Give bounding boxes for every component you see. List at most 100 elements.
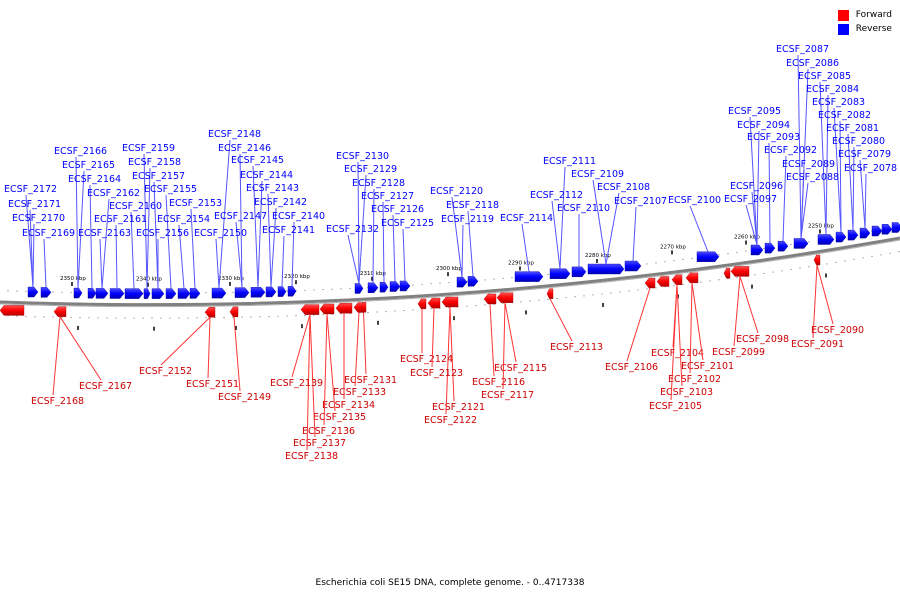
reverse-gene-label[interactable]: ECSF_2142 [254, 197, 307, 208]
reverse-gene-label[interactable]: ECSF_2100 [668, 195, 721, 206]
reverse-gene-label[interactable]: ECSF_2163 [78, 228, 131, 239]
reverse-gene-arrow[interactable] [696, 251, 720, 262]
reverse-gene-label[interactable]: ECSF_2154 [157, 214, 210, 225]
forward-gene-label[interactable]: ECSF_2115 [494, 363, 547, 374]
reverse-gene-label[interactable]: ECSF_2083 [812, 97, 865, 108]
forward-gene-label[interactable]: ECSF_2106 [605, 362, 658, 373]
reverse-gene-arrow[interactable] [881, 224, 893, 235]
reverse-gene-arrow[interactable] [165, 288, 177, 299]
reverse-gene-arrow[interactable] [367, 282, 379, 293]
forward-gene-label[interactable]: ECSF_2137 [293, 438, 346, 449]
reverse-gene-label[interactable]: ECSF_2160 [109, 201, 162, 212]
reverse-gene-label[interactable]: ECSF_2109 [571, 169, 624, 180]
reverse-gene-label[interactable]: ECSF_2082 [818, 110, 871, 121]
reverse-gene-arrow[interactable] [514, 271, 544, 282]
reverse-gene-label[interactable]: ECSF_2112 [530, 190, 583, 201]
forward-gene-label[interactable]: ECSF_2105 [649, 401, 702, 412]
reverse-gene-arrow[interactable] [189, 288, 201, 299]
reverse-gene-arrow[interactable] [571, 266, 587, 278]
forward-gene-arrow[interactable] [335, 303, 353, 314]
forward-gene-arrow[interactable] [723, 268, 731, 279]
reverse-gene-label[interactable]: ECSF_2169 [22, 228, 75, 239]
forward-gene-label[interactable]: ECSF_2098 [736, 334, 789, 345]
reverse-gene-arrow[interactable] [817, 234, 835, 245]
forward-gene-label[interactable]: ECSF_2168 [31, 396, 84, 407]
forward-gene-label[interactable]: ECSF_2103 [660, 387, 713, 398]
reverse-gene-label[interactable]: ECSF_2084 [806, 84, 859, 95]
reverse-gene-arrow[interactable] [265, 286, 277, 298]
reverse-gene-label[interactable]: ECSF_2148 [208, 129, 261, 140]
reverse-gene-arrow[interactable] [456, 276, 468, 288]
reverse-gene-arrow[interactable] [124, 288, 144, 299]
reverse-gene-label[interactable]: ECSF_2127 [361, 191, 414, 202]
reverse-gene-label[interactable]: ECSF_2162 [87, 188, 140, 199]
reverse-gene-label[interactable]: ECSF_2125 [381, 218, 434, 229]
forward-gene-label[interactable]: ECSF_2116 [472, 377, 525, 388]
reverse-gene-label[interactable]: ECSF_2097 [724, 194, 777, 205]
reverse-gene-arrow[interactable] [389, 281, 401, 292]
reverse-gene-label[interactable]: ECSF_2087 [776, 44, 829, 55]
reverse-gene-label[interactable]: ECSF_2158 [128, 157, 181, 168]
forward-gene-label[interactable]: ECSF_2101 [681, 361, 734, 372]
reverse-gene-label[interactable]: ECSF_2078 [844, 163, 897, 174]
forward-gene-arrow[interactable] [427, 297, 441, 309]
reverse-gene-label[interactable]: ECSF_2119 [441, 214, 494, 225]
reverse-gene-label[interactable]: ECSF_2085 [798, 71, 851, 82]
forward-gene-label[interactable]: ECSF_2099 [712, 347, 765, 358]
reverse-gene-label[interactable]: ECSF_2166 [54, 146, 107, 157]
forward-gene-label[interactable]: ECSF_2124 [400, 354, 453, 365]
reverse-gene-label[interactable]: ECSF_2079 [838, 149, 891, 160]
forward-gene-arrow[interactable] [0, 305, 25, 316]
forward-gene-label[interactable]: ECSF_2135 [313, 412, 366, 423]
forward-gene-label[interactable]: ECSF_2139 [270, 378, 323, 389]
forward-gene-arrow[interactable] [656, 276, 670, 287]
forward-gene-label[interactable]: ECSF_2133 [333, 387, 386, 398]
reverse-gene-arrow[interactable] [73, 287, 83, 299]
forward-gene-arrow[interactable] [204, 307, 216, 318]
forward-gene-label[interactable]: ECSF_2122 [424, 415, 477, 426]
reverse-gene-label[interactable]: ECSF_2144 [240, 170, 293, 181]
reverse-gene-label[interactable]: ECSF_2092 [764, 145, 817, 156]
reverse-gene-arrow[interactable] [95, 288, 109, 299]
reverse-gene-arrow[interactable] [793, 238, 809, 249]
forward-gene-arrow[interactable] [441, 296, 459, 308]
reverse-gene-arrow[interactable] [27, 286, 39, 298]
forward-gene-label[interactable]: ECSF_2151 [186, 379, 239, 390]
forward-gene-label[interactable]: ECSF_2123 [410, 368, 463, 379]
forward-gene-arrow[interactable] [546, 288, 554, 299]
reverse-gene-label[interactable]: ECSF_2089 [782, 159, 835, 170]
forward-gene-arrow[interactable] [300, 304, 320, 315]
forward-gene-label[interactable]: ECSF_2091 [791, 339, 844, 350]
reverse-gene-label[interactable]: ECSF_2146 [218, 143, 271, 154]
reverse-gene-label[interactable]: ECSF_2140 [272, 211, 325, 222]
reverse-gene-label[interactable]: ECSF_2081 [826, 123, 879, 134]
reverse-gene-arrow[interactable] [764, 242, 776, 254]
reverse-gene-arrow[interactable] [859, 227, 871, 239]
reverse-gene-label[interactable]: ECSF_2145 [231, 155, 284, 166]
reverse-gene-label[interactable]: ECSF_2086 [786, 58, 839, 69]
reverse-gene-arrow[interactable] [287, 286, 297, 297]
reverse-gene-label[interactable]: ECSF_2132 [326, 224, 379, 235]
reverse-gene-label[interactable]: ECSF_2111 [543, 156, 596, 167]
reverse-gene-label[interactable]: ECSF_2171 [8, 199, 61, 210]
reverse-gene-label[interactable]: ECSF_2120 [430, 186, 483, 197]
reverse-gene-label[interactable]: ECSF_2157 [132, 171, 185, 182]
reverse-gene-label[interactable]: ECSF_2093 [747, 132, 800, 143]
reverse-gene-arrow[interactable] [835, 231, 847, 243]
reverse-gene-arrow[interactable] [891, 222, 900, 233]
reverse-gene-label[interactable]: ECSF_2143 [246, 183, 299, 194]
forward-gene-arrow[interactable] [319, 303, 335, 315]
reverse-gene-label[interactable]: ECSF_2114 [500, 213, 553, 224]
reverse-gene-arrow[interactable] [211, 287, 227, 299]
reverse-gene-label[interactable]: ECSF_2095 [728, 106, 781, 117]
forward-gene-label[interactable]: ECSF_2138 [285, 451, 338, 462]
reverse-gene-arrow[interactable] [234, 287, 250, 298]
reverse-gene-label[interactable]: ECSF_2130 [336, 151, 389, 162]
forward-gene-arrow[interactable] [671, 274, 683, 285]
reverse-gene-label[interactable]: ECSF_2164 [68, 174, 121, 185]
reverse-gene-label[interactable]: ECSF_2170 [12, 213, 65, 224]
reverse-gene-label[interactable]: ECSF_2094 [737, 120, 790, 131]
reverse-gene-arrow[interactable] [151, 288, 165, 299]
forward-gene-arrow[interactable] [730, 266, 750, 277]
forward-gene-arrow[interactable] [229, 306, 239, 318]
